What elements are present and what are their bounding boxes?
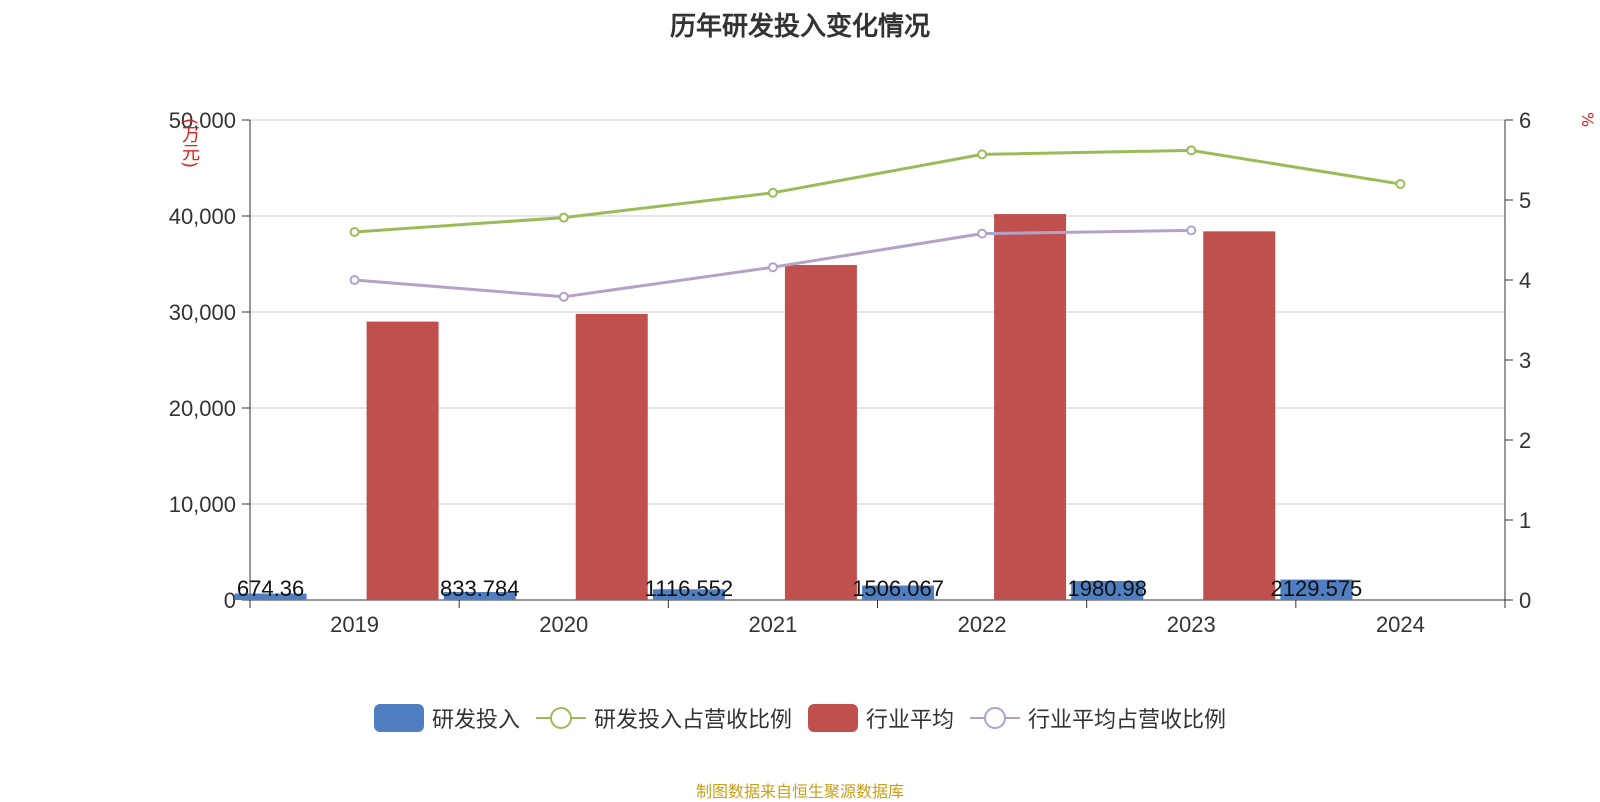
y-right-tick-label: 0 [1519, 588, 1531, 613]
legend-swatch-industry-ratio [970, 707, 1021, 729]
legend-item-rd-investment[interactable]: 研发投入 [373, 702, 520, 734]
point-rd-ratio [1186, 145, 1197, 156]
x-tick-label: 2022 [958, 612, 1007, 637]
y-left-tick-label: 10,000 [169, 492, 236, 517]
bar-rd-value-label: 833.784 [440, 576, 520, 601]
bar-rd-value-label: 1980.98 [1067, 576, 1147, 601]
right-axis-unit: % [1578, 112, 1597, 128]
y-right-tick-label: 6 [1519, 108, 1531, 133]
point-rd-ratio [558, 212, 569, 223]
legend-label-rd-investment: 研发投入 [431, 708, 520, 733]
y-left-tick-label: 0 [224, 588, 236, 613]
bar-rd-investment [234, 593, 307, 600]
bar-rd-investment [862, 585, 935, 600]
bar-rd-investment [1071, 580, 1144, 600]
bar-industry-average [575, 313, 648, 600]
point-industry-ratio [558, 291, 569, 302]
y-right-tick-label: 1 [1519, 508, 1531, 533]
point-rd-ratio [349, 227, 360, 237]
legend-item-industry-avg[interactable]: 行业平均 [808, 702, 954, 734]
x-tick-label: 2023 [1167, 612, 1216, 637]
chart-title: 历年研发投入变化情况 [669, 12, 930, 42]
legend-swatch-rd-ratio [535, 707, 586, 729]
y-left-tick-label: 30,000 [169, 300, 236, 325]
point-rd-ratio [767, 187, 778, 198]
y-left-tick-label: 40,000 [169, 204, 236, 229]
bar-rd-value-label: 674.36 [237, 576, 304, 601]
y-left-tick-label: 50,000 [169, 108, 236, 133]
bar-rd-value-label: 1506.067 [852, 576, 944, 601]
bar-rd-investment [1280, 579, 1353, 600]
x-tick-label: 2019 [330, 612, 379, 637]
bar-rd-value-label: 1116.552 [645, 576, 734, 601]
point-rd-ratio [1395, 179, 1406, 189]
legend-item-rd-ratio[interactable]: 研发投入占营收比例 [535, 702, 792, 734]
point-industry-ratio [767, 262, 778, 273]
y-right-tick-label: 4 [1519, 268, 1531, 293]
y-right-tick-label: 5 [1519, 188, 1531, 213]
legend-label-industry-avg: 行业平均 [866, 708, 955, 733]
line-rd-ratio [354, 148, 1401, 234]
point-industry-ratio [977, 228, 988, 239]
legend-swatch-rd-investment [373, 704, 424, 732]
y-right-tick-label: 2 [1519, 428, 1531, 453]
bar-industry-average [994, 214, 1067, 600]
left-axis-unit: (万元) [179, 118, 200, 169]
x-tick-label: 2021 [748, 612, 797, 637]
x-tick-label: 2024 [1376, 612, 1425, 637]
legend-label-industry-ratio: 行业平均占营收比例 [1028, 708, 1227, 733]
x-tick-label: 2020 [539, 612, 588, 637]
source-note: 制图数据来自恒生聚源数据库 [695, 782, 904, 801]
legend-swatch-industry-avg [808, 704, 858, 732]
bar-rd-investment [443, 591, 516, 600]
bar-industry-average [1203, 231, 1276, 601]
point-rd-ratio [977, 149, 988, 160]
point-industry-ratio [1186, 225, 1197, 236]
point-industry-ratio [349, 275, 360, 285]
bar-industry-average [366, 321, 439, 600]
y-left-tick-label: 20,000 [169, 396, 236, 421]
bar-rd-investment [652, 589, 725, 600]
legend-item-industry-ratio[interactable]: 行业平均占营收比例 [970, 702, 1226, 734]
y-right-tick-label: 3 [1519, 348, 1531, 373]
bar-industry-average [784, 264, 857, 600]
bar-rd-value-label: 2129.575 [1271, 576, 1363, 601]
legend: 研发投入 研发投入占营收比例 行业平均 行业平均占营收比例 [0, 702, 1600, 734]
legend-label-rd-ratio: 研发投入占营收比例 [593, 708, 792, 733]
